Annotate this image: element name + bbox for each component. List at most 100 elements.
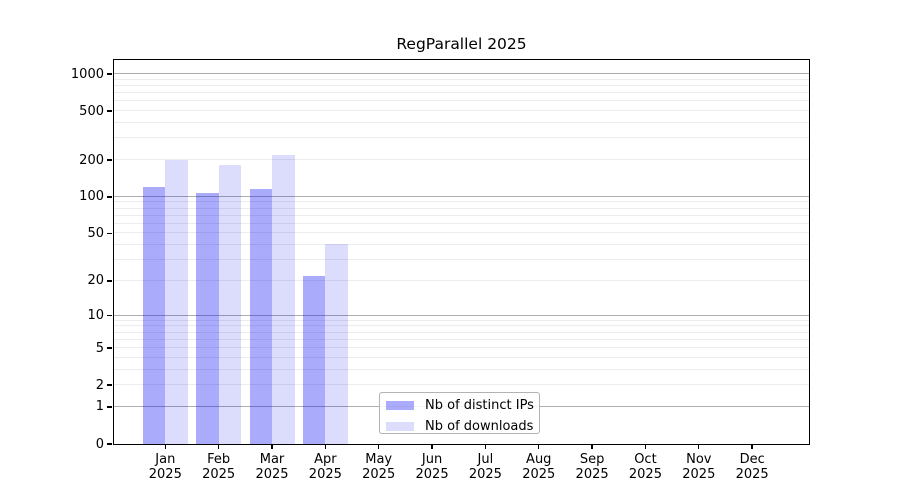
x-tick-month: Mar xyxy=(259,452,285,467)
bar-downloads xyxy=(218,164,242,444)
chart-title: RegParallel 2025 xyxy=(396,35,527,53)
x-tick-mark xyxy=(644,444,647,449)
x-tick-year: 2025 xyxy=(628,467,662,482)
y-tick-label: 10 xyxy=(87,308,104,324)
x-tick-mark xyxy=(538,444,540,449)
gridline-major xyxy=(114,314,809,316)
bar-downloads xyxy=(165,160,188,444)
bar-distinct-ips xyxy=(142,187,166,444)
x-tick-month: Dec xyxy=(739,452,765,467)
legend-label-downloads: Nb of downloads xyxy=(425,419,534,434)
gridline-minor xyxy=(114,100,809,102)
x-tick-label: Dec 2025 xyxy=(720,452,784,482)
gridline-minor xyxy=(114,84,809,86)
x-tick-mark xyxy=(378,444,380,449)
y-tick-mark xyxy=(107,443,112,445)
x-tick-mark xyxy=(431,444,433,449)
x-tick-month: Oct xyxy=(634,452,657,467)
x-tick-mark xyxy=(591,444,593,449)
y-tick-mark xyxy=(107,280,112,282)
y-tick-mark xyxy=(107,314,112,317)
gridline-minor xyxy=(114,331,809,333)
gridline-minor xyxy=(114,122,809,124)
x-tick-label: Nov 2025 xyxy=(667,452,731,482)
x-tick-year: 2025 xyxy=(415,467,449,482)
x-tick-month: Nov xyxy=(686,452,712,467)
x-tick-mark xyxy=(324,444,327,449)
x-tick-label: Sep 2025 xyxy=(560,452,624,482)
gridline-minor xyxy=(114,279,809,281)
y-tick-mark xyxy=(107,384,112,386)
legend-row-downloads: Nb of downloads xyxy=(380,417,539,436)
x-tick-label: Oct 2025 xyxy=(613,452,677,482)
y-tick-mark xyxy=(107,73,112,75)
x-tick-month: Jun xyxy=(421,452,443,467)
x-tick-label: Feb 2025 xyxy=(187,452,251,482)
y-tick-mark xyxy=(107,159,112,161)
legend-swatch-downloads xyxy=(386,422,414,431)
bar-downloads xyxy=(272,155,295,444)
gridline-minor xyxy=(114,92,809,94)
y-tick-label: 200 xyxy=(79,152,104,168)
x-tick-label: Jun 2025 xyxy=(400,452,464,482)
x-tick-year: 2025 xyxy=(308,467,342,482)
gridline-minor xyxy=(114,368,809,370)
x-tick-year: 2025 xyxy=(362,467,396,482)
y-tick-label: 2 xyxy=(95,377,104,393)
x-tick-year: 2025 xyxy=(522,467,556,482)
y-tick-mark xyxy=(107,406,112,408)
x-tick-month: Sep xyxy=(579,452,605,467)
x-tick-mark xyxy=(271,444,273,449)
x-tick-year: 2025 xyxy=(468,467,502,482)
gridline-minor xyxy=(114,347,809,349)
gridline-minor xyxy=(114,214,809,216)
x-tick-label: Apr 2025 xyxy=(293,452,357,482)
x-tick-mark xyxy=(164,444,166,449)
gridline-minor xyxy=(114,137,809,139)
x-tick-year: 2025 xyxy=(682,467,716,482)
y-tick-mark xyxy=(107,347,112,349)
y-tick-label: 500 xyxy=(79,103,104,119)
x-tick-label: Mar 2025 xyxy=(240,452,304,482)
x-tick-month: Apr xyxy=(314,452,337,467)
bar-downloads xyxy=(325,243,348,444)
y-tick-mark xyxy=(107,110,112,112)
gridline-minor xyxy=(114,325,809,327)
x-tick-mark xyxy=(217,444,220,449)
x-tick-year: 2025 xyxy=(202,467,236,482)
y-tick-label: 20 xyxy=(87,273,104,289)
gridline-major xyxy=(114,73,809,75)
gridline-minor xyxy=(114,222,809,224)
y-tick-label: 1 xyxy=(95,399,104,415)
x-tick-month: Aug xyxy=(526,452,552,467)
legend: Nb of distinct IPs Nb of downloads xyxy=(379,392,540,434)
gridline-minor xyxy=(114,207,809,209)
plot-area: 0 1 2 5 10 20 50 100 200 500 1000 Jan 2025 Feb 2025 Mar… xyxy=(71,59,810,482)
y-tick-label: 5 xyxy=(95,340,104,356)
y-tick-label: 0 xyxy=(95,436,104,452)
gridline-minor xyxy=(114,201,809,203)
x-tick-month: May xyxy=(365,452,393,467)
x-tick-year: 2025 xyxy=(148,467,182,482)
x-tick-label: Aug 2025 xyxy=(507,452,571,482)
gridline-minor xyxy=(114,232,809,234)
y-tick-mark xyxy=(107,232,112,235)
x-tick-month: Jan xyxy=(155,452,176,467)
y-tick-label: 1000 xyxy=(70,66,104,82)
gridline-minor xyxy=(114,244,809,246)
y-tick-label: 100 xyxy=(79,189,104,205)
gridline-minor xyxy=(114,110,809,112)
legend-label-distinct-ips: Nb of distinct IPs xyxy=(425,398,534,413)
gridline-minor xyxy=(114,384,809,386)
bar-distinct-ips xyxy=(302,276,326,444)
x-tick-label: May 2025 xyxy=(347,452,411,482)
gridline-minor xyxy=(114,338,809,340)
x-tick-mark xyxy=(751,444,753,449)
gridline-minor xyxy=(114,356,809,358)
x-tick-year: 2025 xyxy=(735,467,769,482)
x-tick-mark xyxy=(698,444,700,449)
x-tick-label: Jul 2025 xyxy=(453,452,517,482)
legend-row-distinct-ips: Nb of distinct IPs xyxy=(380,396,539,415)
legend-swatch-distinct-ips xyxy=(386,401,414,410)
y-tick-label: 50 xyxy=(87,225,104,241)
